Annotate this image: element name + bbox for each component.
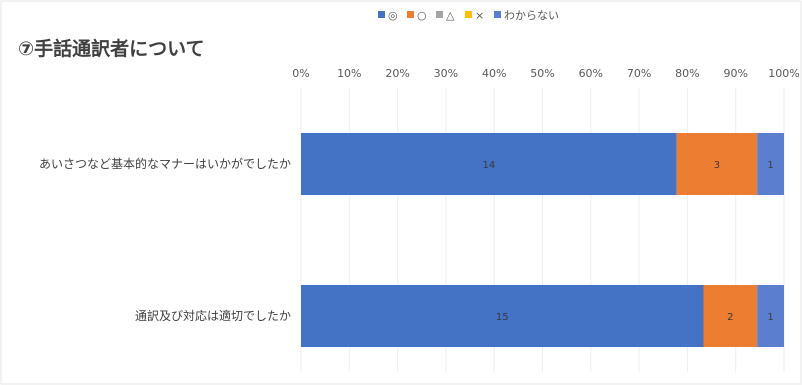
data-label: 2 — [727, 312, 733, 323]
bar-segment — [676, 133, 758, 195]
legend-label-1: ○ — [417, 9, 427, 22]
x-tick-label: 60% — [579, 67, 603, 80]
data-label: 14 — [482, 160, 495, 171]
legend-swatch-0 — [378, 11, 385, 18]
x-tick-label: 100% — [768, 67, 799, 80]
x-tick-label: 70% — [627, 67, 651, 80]
legend-swatch-3 — [465, 11, 472, 18]
bar-segment — [703, 285, 758, 347]
data-label: 1 — [767, 312, 773, 323]
data-label: 15 — [496, 312, 509, 323]
legend-label-3: × — [475, 9, 484, 22]
data-label: 3 — [714, 160, 720, 171]
x-tick-label: 40% — [482, 67, 506, 80]
legend-label-0: ◎ — [388, 9, 398, 22]
legend-label-2: △ — [446, 9, 455, 22]
legend-swatch-2 — [436, 11, 443, 18]
chart-title: ⑦手話通訳者について — [18, 37, 205, 60]
x-tick-label: 80% — [675, 67, 699, 80]
legend-swatch-1 — [407, 11, 414, 18]
legend-label-4: わからない — [504, 9, 559, 22]
category-label: あいさつなど基本的なマナーはいかがでしたか — [39, 156, 291, 171]
bar-segment — [301, 133, 677, 195]
data-label: 1 — [767, 160, 773, 171]
x-tick-label: 30% — [434, 67, 458, 80]
legend-swatch-4 — [494, 11, 501, 18]
x-tick-label: 90% — [723, 67, 747, 80]
x-tick-label: 20% — [385, 67, 409, 80]
x-tick-label: 0% — [292, 67, 309, 80]
bar-segment — [757, 285, 784, 347]
bar-segment — [757, 133, 784, 195]
bar-segment — [301, 285, 704, 347]
x-tick-label: 10% — [337, 67, 361, 80]
category-label: 通訳及び対応は適切でしたか — [135, 308, 291, 323]
x-tick-label: 50% — [530, 67, 554, 80]
